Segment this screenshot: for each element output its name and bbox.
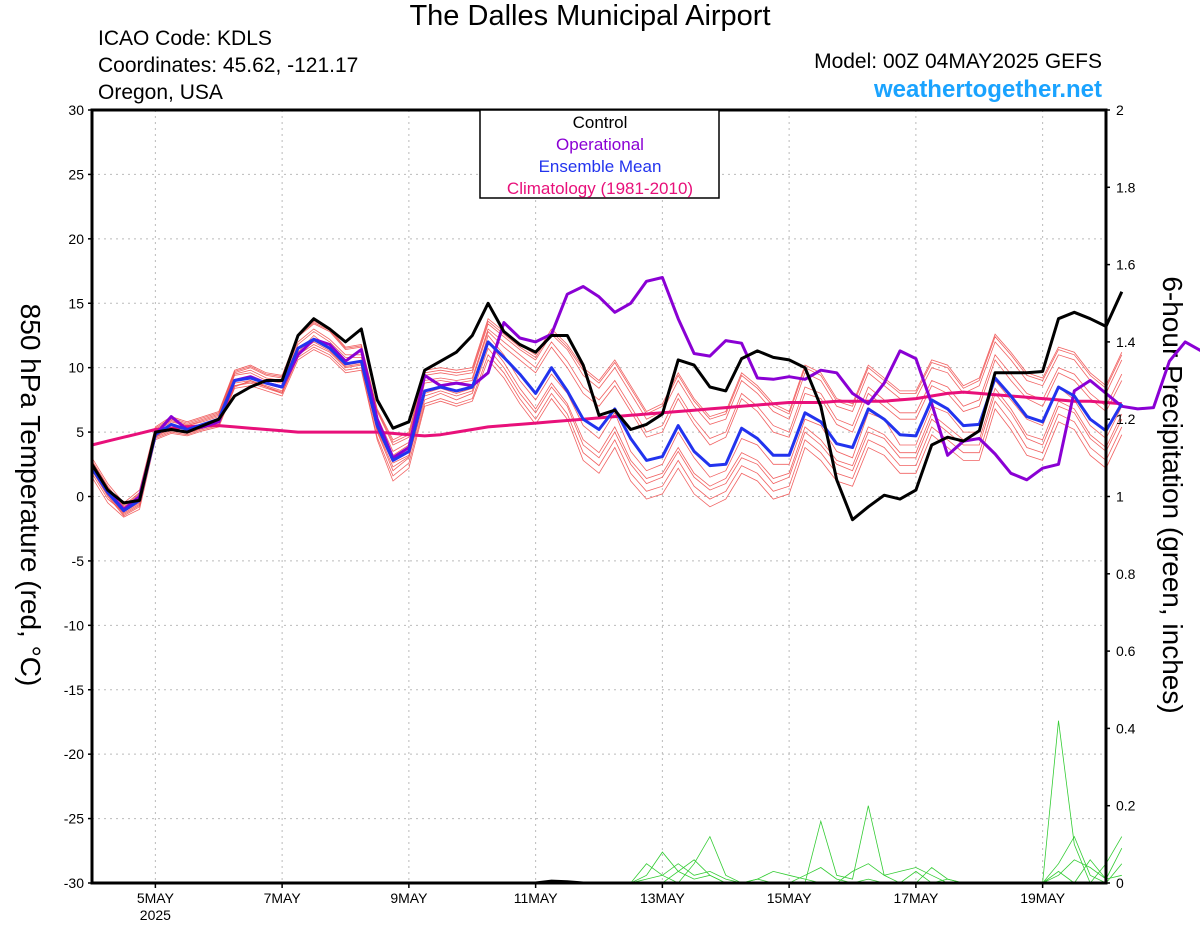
y-tick-label-left: -10 <box>64 617 84 633</box>
temperature-member-line <box>91 330 1123 509</box>
series-line-control <box>90 291 1124 522</box>
temperature-members <box>91 318 1123 518</box>
y-tick-label-left: -20 <box>64 746 84 762</box>
y-tick-label-right: 1.8 <box>1116 179 1136 195</box>
temperature-member-line <box>91 334 1123 513</box>
axes: -30-25-20-15-10-505101520253000.20.40.60… <box>64 102 1136 923</box>
legend-entry: Control <box>573 113 628 132</box>
y-tick-label-left: 30 <box>68 102 84 118</box>
y-tick-label-left: -25 <box>64 811 84 827</box>
y-tick-label-right: 0.4 <box>1116 720 1136 736</box>
y-tick-label-left: 0 <box>76 489 84 505</box>
precipitation-member-line <box>92 848 1123 884</box>
x-tick-label: 17MAY <box>893 890 939 906</box>
y-tick-label-right: 1.2 <box>1116 411 1136 427</box>
precipitation-member-line <box>92 805 1123 884</box>
y-tick-label-left: 5 <box>76 424 84 440</box>
temperature-member-line <box>91 346 1123 514</box>
y-tick-label-left: 20 <box>68 231 84 247</box>
x-tick-label: 5MAY <box>137 890 175 906</box>
temperature-member-line <box>91 318 1123 504</box>
y-tick-label-right: 1 <box>1116 489 1124 505</box>
temperature-member-line <box>91 320 1123 507</box>
legend-box <box>479 109 720 199</box>
region: Oregon, USA <box>98 81 223 104</box>
x-tick-label: 13MAY <box>640 890 686 906</box>
y-tick-label-right: 0.2 <box>1116 798 1136 814</box>
y-tick-label-left: 10 <box>68 360 84 376</box>
x-tick-label: 19MAY <box>1020 890 1066 906</box>
temperature-member-line <box>91 328 1123 510</box>
main-series <box>90 276 1200 885</box>
legend-entry: Operational <box>556 135 644 154</box>
precipitation-member-line <box>92 720 1123 884</box>
x-tick-label: 7MAY <box>264 890 302 906</box>
legend-entry: Ensemble Mean <box>539 157 662 176</box>
plot-frame <box>90 108 1108 885</box>
y-tick-label-left: -15 <box>64 682 84 698</box>
y-tick-label-left: 15 <box>68 295 84 311</box>
x-tick-year: 2025 <box>140 907 171 923</box>
y-tick-label-right: 1.6 <box>1116 257 1136 273</box>
y-tick-label-left: -5 <box>72 553 85 569</box>
grid <box>92 110 1106 883</box>
precipitation-members <box>92 720 1123 884</box>
y-tick-label-right: 0 <box>1116 875 1124 891</box>
y-tick-label-right: 1.4 <box>1116 334 1136 350</box>
series-line-operational <box>90 276 1200 511</box>
y-tick-label-right: 2 <box>1116 102 1124 118</box>
coordinates: Coordinates: 45.62, -121.17 <box>98 54 359 77</box>
y-tick-label-left: 25 <box>68 166 84 182</box>
legend-entry: Climatology (1981-2010) <box>507 179 693 198</box>
chart-title: The Dalles Municipal Airport <box>409 0 771 32</box>
x-tick-label: 15MAY <box>767 890 813 906</box>
temperature-member-line <box>91 349 1123 518</box>
precipitation-member-line <box>92 859 1122 884</box>
y-tick-label-left: -30 <box>64 875 84 891</box>
legend: Control Operational Ensemble Mean Climatolo… <box>479 109 720 199</box>
temperature-member-line <box>91 341 1123 516</box>
y-tick-label-right: 0.6 <box>1116 643 1136 659</box>
x-tick-label: 11MAY <box>514 890 558 906</box>
y-tick-label-right: 0.8 <box>1116 566 1136 582</box>
site-link[interactable]: weathertogether.net <box>873 76 1102 103</box>
model-run: Model: 00Z 04MAY2025 GEFS <box>814 50 1102 73</box>
temperature-member-line <box>91 323 1123 508</box>
icao-code: ICAO Code: KDLS <box>98 27 272 50</box>
x-tick-label: 9MAY <box>390 890 428 906</box>
